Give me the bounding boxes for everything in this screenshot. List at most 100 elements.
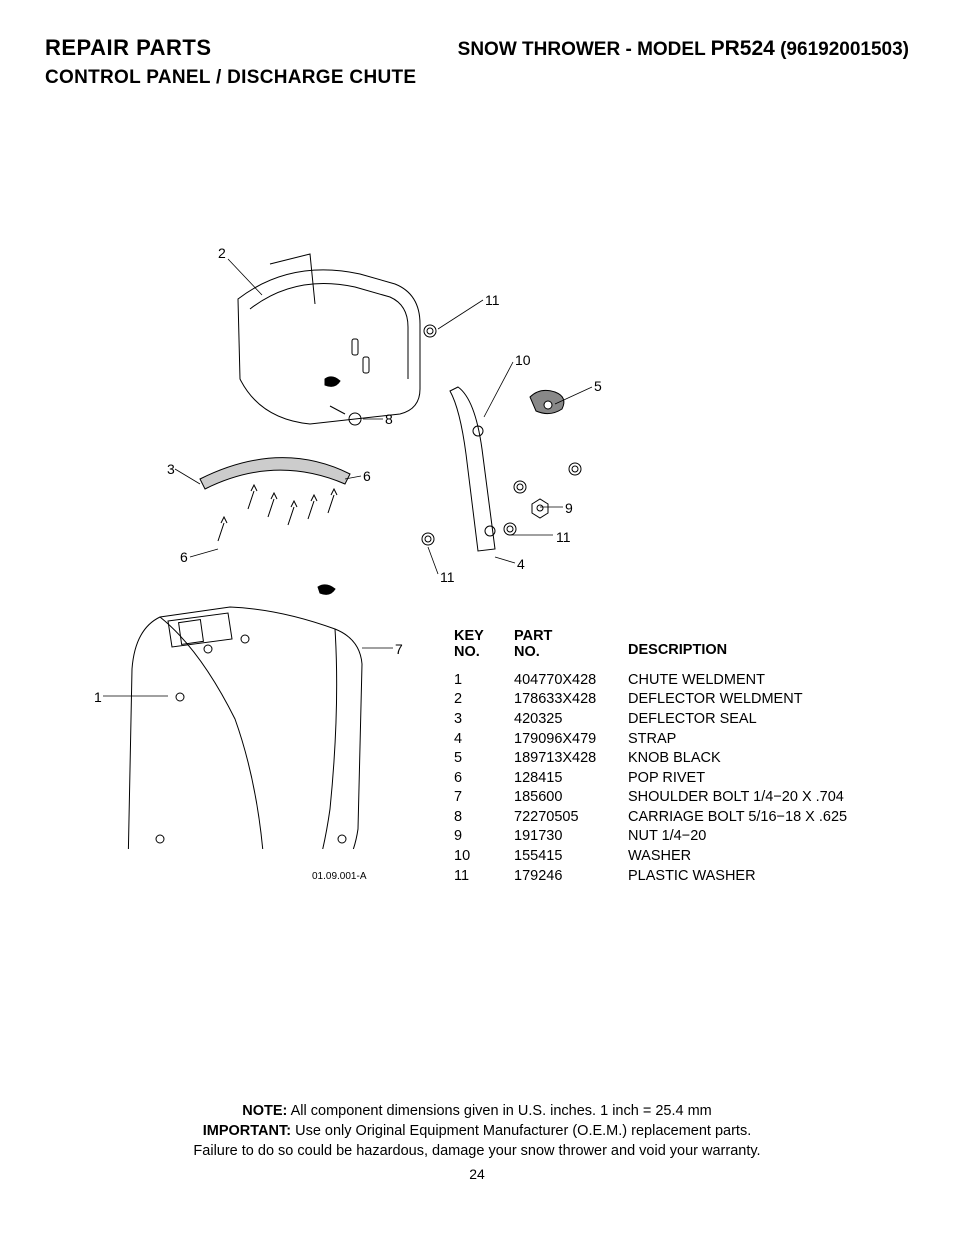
cell-part: 155415 [514, 847, 628, 867]
chute-hole-5 [241, 635, 249, 643]
washer-c [514, 481, 526, 493]
rivets-row [248, 485, 337, 525]
chute-curve-1 [160, 617, 265, 849]
cell-key: 6 [454, 769, 514, 789]
callout-11: 11 [440, 569, 455, 585]
table-row: 4179096X479STRAP [454, 730, 908, 750]
washer-a-inner [425, 536, 431, 542]
cell-key: 5 [454, 749, 514, 769]
callout-11: 11 [485, 292, 500, 308]
cell-key: 9 [454, 827, 514, 847]
header-line-1: REPAIR PARTS SNOW THROWER - MODEL PR524 … [45, 35, 909, 61]
important-label: IMPORTANT: [203, 1123, 291, 1139]
washer-top-inner [427, 328, 433, 334]
callout-10: 10 [515, 352, 531, 368]
deflector-inner [250, 283, 408, 379]
cell-desc: PLASTIC WASHER [628, 867, 908, 887]
callout-6: 6 [180, 549, 188, 565]
callout-4: 4 [517, 556, 525, 572]
washer-d-inner [572, 466, 578, 472]
chute-hole-1 [156, 835, 164, 843]
callout-2: 2 [218, 245, 226, 261]
title-model: SNOW THROWER - MODEL PR524 (96192001503) [458, 37, 909, 61]
cell-part: 72270505 [514, 808, 628, 828]
deflector-pin [325, 377, 340, 386]
model-number: (96192001503) [780, 39, 909, 60]
cell-key: 1 [454, 671, 514, 691]
bolt-shaft [330, 406, 345, 414]
callout-5: 5 [594, 378, 602, 394]
washer-a [422, 533, 434, 545]
table-row: 3420325DEFLECTOR SEAL [454, 710, 908, 730]
note-label: NOTE: [242, 1103, 287, 1119]
nut-hole [537, 505, 543, 511]
parts-table: KEYNO. PARTNO. DESCRIPTION 1404770X428CH… [454, 629, 908, 886]
page-header: REPAIR PARTS SNOW THROWER - MODEL PR524 … [0, 0, 954, 89]
strap-hole-2 [485, 526, 495, 536]
exploded-diagram: 211105836911641171 01.09.001-A KEYNO. PA… [0, 109, 954, 849]
chute-hole-4 [204, 645, 212, 653]
page-footer: NOTE: All component dimensions given in … [0, 1101, 954, 1185]
callout-3: 3 [167, 461, 175, 477]
title-prefix: SNOW THROWER - MODEL [458, 39, 706, 60]
callout-9: 9 [565, 500, 573, 516]
callout-6: 6 [363, 468, 371, 484]
note-line: NOTE: All component dimensions given in … [80, 1101, 874, 1121]
cell-part: 128415 [514, 769, 628, 789]
model-name: PR524 [711, 37, 775, 60]
cell-key: 3 [454, 710, 514, 730]
deflector-outline [238, 270, 420, 424]
table-body: 1404770X428CHUTE WELDMENT2178633X428DEFL… [454, 671, 908, 886]
cell-key: 8 [454, 808, 514, 828]
table-row: 9191730NUT 1/4−20 [454, 827, 908, 847]
cell-desc: KNOB BLACK [628, 749, 908, 769]
cell-part: 179096X479 [514, 730, 628, 750]
callout-8: 8 [385, 411, 393, 427]
cell-desc: DEFLECTOR SEAL [628, 710, 908, 730]
important-line: IMPORTANT: Use only Original Equipment M… [80, 1121, 874, 1141]
washer-top-icon [424, 325, 436, 337]
callout-1: 1 [94, 689, 102, 705]
cell-desc: SHOULDER BOLT 1/4−20 X .704 [628, 788, 908, 808]
note-text: All component dimensions given in U.S. i… [291, 1103, 712, 1119]
cell-part: 185600 [514, 788, 628, 808]
chute-hole-6 [338, 835, 346, 843]
chute-square [179, 620, 204, 645]
chute-curve-2 [300, 629, 337, 849]
cell-key: 4 [454, 730, 514, 750]
table-row: 1404770X428CHUTE WELDMENT [454, 671, 908, 691]
cell-desc: STRAP [628, 730, 908, 750]
page-number: 24 [80, 1165, 874, 1185]
header-part: PARTNO. [514, 629, 628, 661]
table-row: 7185600SHOULDER BOLT 1/4−20 X .704 [454, 788, 908, 808]
chute-hole-3 [176, 693, 184, 701]
table-row: 11179246PLASTIC WASHER [454, 867, 908, 887]
cell-desc: WASHER [628, 847, 908, 867]
washer-b [504, 523, 516, 535]
slot-2 [363, 357, 369, 373]
cell-key: 7 [454, 788, 514, 808]
slot-1 [352, 339, 358, 355]
table-row: 6128415POP RIVET [454, 769, 908, 789]
subtitle: CONTROL PANEL / DISCHARGE CHUTE [45, 67, 909, 89]
cell-desc: POP RIVET [628, 769, 908, 789]
washer-d [569, 463, 581, 475]
cell-desc: NUT 1/4−20 [628, 827, 908, 847]
warning-line: Failure to do so could be hazardous, dam… [80, 1141, 874, 1161]
cell-key: 11 [454, 867, 514, 887]
washer-b-inner [507, 526, 513, 532]
cell-desc: CHUTE WELDMENT [628, 671, 908, 691]
header-key: KEYNO. [454, 629, 514, 661]
cell-key: 10 [454, 847, 514, 867]
seal-strip [200, 458, 350, 489]
cell-desc: DEFLECTOR WELDMENT [628, 690, 908, 710]
table-header: KEYNO. PARTNO. DESCRIPTION [454, 629, 908, 661]
deflector-handle [270, 254, 315, 304]
cell-part: 189713X428 [514, 749, 628, 769]
callout-7: 7 [395, 641, 403, 657]
cell-key: 2 [454, 690, 514, 710]
pin-icon [318, 585, 335, 594]
important-text: Use only Original Equipment Manufacturer… [295, 1123, 751, 1139]
cell-part: 178633X428 [514, 690, 628, 710]
cell-part: 191730 [514, 827, 628, 847]
